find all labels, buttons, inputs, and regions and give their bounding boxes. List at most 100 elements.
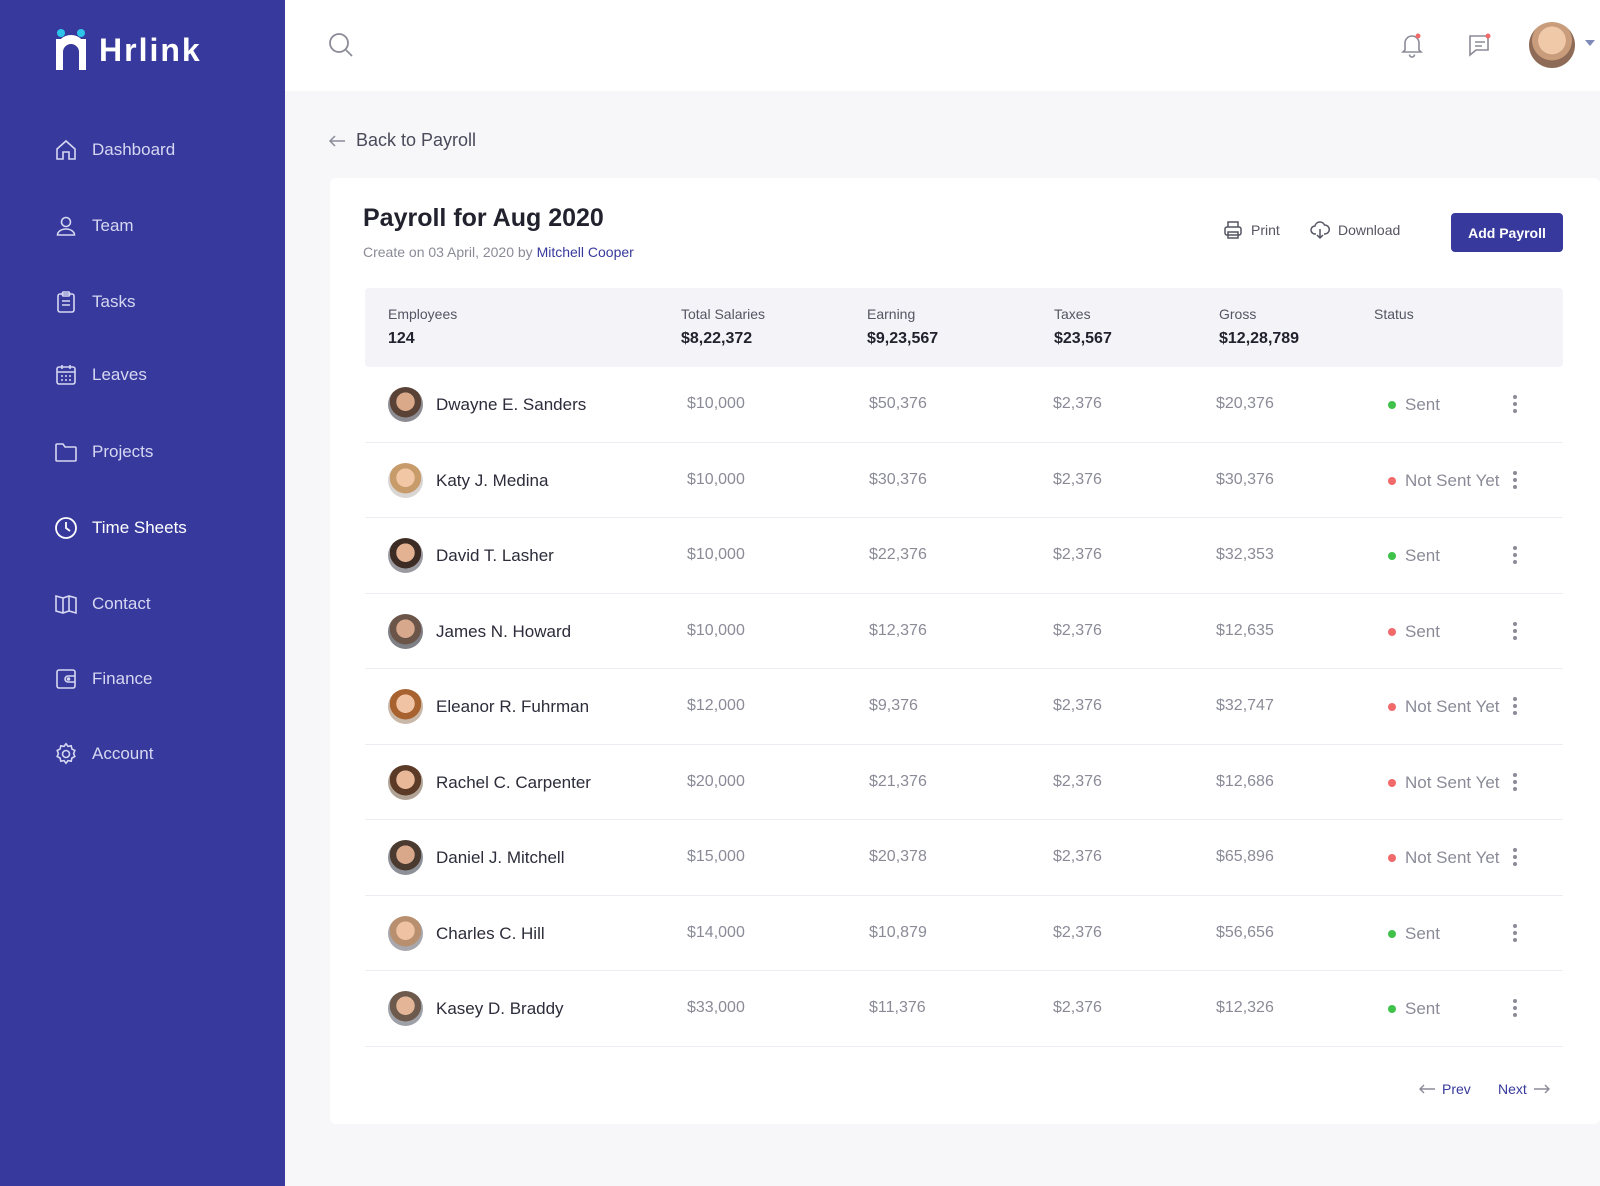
book-icon — [54, 592, 78, 616]
table-row[interactable]: David T. Lasher $10,000 $22,376 $2,376 $… — [365, 518, 1563, 594]
earning-cell: $12,376 — [869, 621, 927, 639]
employee-name[interactable]: Daniel J. Mitchell — [436, 848, 565, 867]
employee-name[interactable]: Dwayne E. Sanders — [436, 395, 587, 414]
folder-icon — [54, 440, 78, 464]
prev-page-button[interactable]: Prev — [1418, 1081, 1471, 1097]
app-name: Hrlink — [99, 31, 202, 68]
next-page-button[interactable]: Next — [1498, 1081, 1551, 1097]
employee-avatar — [388, 613, 423, 649]
employee-avatar — [388, 538, 423, 573]
more-options-icon[interactable] — [1510, 620, 1520, 642]
summary-value: 124 — [388, 330, 415, 347]
status-dot — [1388, 401, 1396, 409]
sidebar-item-team[interactable]: Team — [54, 214, 134, 238]
app-logo[interactable]: Hrlink — [53, 28, 202, 72]
status-dot — [1388, 929, 1396, 938]
summary-label: Total Salaries — [681, 306, 766, 322]
status-label: Sent — [1405, 621, 1440, 641]
table-row[interactable]: Rachel C. Carpenter $20,000 $21,376 $2,3… — [365, 745, 1563, 820]
more-options-icon[interactable] — [1510, 695, 1520, 717]
employee-name[interactable]: James N. Howard — [436, 621, 572, 641]
created-by-link[interactable]: Mitchell Cooper — [536, 244, 634, 260]
employee-avatar — [388, 991, 423, 1026]
clipboard-icon — [54, 290, 78, 314]
chat-icon[interactable] — [1467, 32, 1493, 58]
search-icon[interactable] — [328, 32, 354, 58]
table-row[interactable]: Dwayne E. Sanders $10,000 $50,376 $2,376… — [365, 367, 1563, 443]
status-dot — [1388, 627, 1396, 636]
sidebar-item-time-sheets[interactable]: Time Sheets — [54, 516, 187, 540]
employee-name[interactable]: Katy J. Medina — [436, 470, 549, 490]
summary-status: Status — [1374, 306, 1414, 322]
status-dot — [1388, 854, 1396, 862]
status-dot — [1388, 703, 1396, 711]
add-payroll-button[interactable]: Add Payroll — [1451, 213, 1563, 252]
summary-label: Taxes — [1054, 306, 1091, 322]
employee-name[interactable]: Kasey D. Braddy — [436, 999, 564, 1018]
more-options-icon[interactable] — [1510, 544, 1520, 566]
table-row[interactable]: James N. Howard $10,000 $12,376 $2,376 $… — [365, 594, 1563, 669]
sidebar-item-finance[interactable]: Finance — [54, 667, 152, 691]
printer-icon — [1224, 221, 1242, 239]
employee-name[interactable]: David T. Lasher — [436, 546, 554, 565]
sidebar-item-label: Tasks — [92, 292, 136, 311]
employee-avatar — [388, 689, 423, 724]
sidebar-item-contact[interactable]: Contact — [54, 592, 151, 616]
salary-cell: $33,000 — [687, 999, 745, 1016]
sidebar-item-label: Account — [92, 744, 154, 763]
more-options-icon[interactable] — [1510, 393, 1520, 415]
status-label: Not Sent Yet — [1405, 848, 1500, 867]
more-options-icon[interactable] — [1510, 469, 1520, 491]
back-to-payroll-link[interactable]: Back to Payroll — [328, 130, 476, 151]
more-options-icon[interactable] — [1510, 997, 1520, 1019]
bell-icon[interactable] — [1399, 32, 1425, 58]
earning-cell: $30,376 — [869, 470, 927, 488]
taxes-cell: $2,376 — [1053, 470, 1102, 488]
more-options-icon[interactable] — [1510, 771, 1520, 793]
user-avatar[interactable] — [1529, 22, 1575, 68]
status-label: Not Sent Yet — [1405, 470, 1500, 490]
earning-cell: $9,376 — [869, 697, 918, 714]
sidebar-item-label: Leaves — [92, 365, 147, 384]
more-options-icon[interactable] — [1510, 846, 1520, 868]
sidebar-item-projects[interactable]: Projects — [54, 440, 153, 464]
status-label: Sent — [1405, 546, 1440, 565]
download-button[interactable]: Download — [1310, 220, 1400, 240]
earning-cell: $11,376 — [869, 999, 926, 1016]
table-row[interactable]: Charles C. Hill $14,000 $10,879 $2,376 $… — [365, 896, 1563, 971]
sidebar-item-leaves[interactable]: Leaves — [54, 363, 147, 387]
earning-cell: $10,879 — [869, 923, 927, 941]
salary-cell: $14,000 — [687, 923, 745, 941]
sidebar-item-tasks[interactable]: Tasks — [54, 290, 135, 314]
table-row[interactable]: Daniel J. Mitchell $15,000 $20,378 $2,37… — [365, 820, 1563, 896]
status-label: Sent — [1405, 999, 1440, 1018]
taxes-cell: $2,376 — [1053, 923, 1102, 941]
table-row[interactable]: Eleanor R. Fuhrman $12,000 $9,376 $2,376… — [365, 669, 1563, 745]
employee-name[interactable]: Rachel C. Carpenter — [436, 772, 591, 792]
more-options-icon[interactable] — [1510, 922, 1520, 944]
status-badge: Sent — [1388, 546, 1440, 566]
table-row[interactable]: Katy J. Medina $10,000 $30,376 $2,376 $3… — [365, 443, 1563, 518]
chevron-down-icon[interactable] — [1585, 40, 1595, 46]
employee-name[interactable]: Eleanor R. Fuhrman — [436, 697, 590, 716]
payroll-card: Payroll for Aug 2020 Create on 03 April,… — [330, 178, 1600, 1124]
sidebar-item-dashboard[interactable]: Dashboard — [54, 138, 175, 162]
table-row[interactable]: Kasey D. Braddy $33,000 $11,376 $2,376 $… — [365, 971, 1563, 1047]
status-dot — [1388, 778, 1396, 787]
summary-label: Earning — [867, 306, 916, 322]
employee-name[interactable]: Charles C. Hill — [436, 923, 545, 943]
summary-earning: Earning $9,23,567 — [867, 306, 938, 348]
prev-label: Prev — [1442, 1081, 1471, 1097]
summary-value: $12,28,789 — [1219, 330, 1300, 347]
status-label: Not Sent Yet — [1405, 697, 1500, 716]
sidebar-item-label: Team — [92, 216, 134, 235]
print-button[interactable]: Print — [1223, 220, 1280, 240]
sidebar-item-label: Finance — [92, 669, 153, 688]
sidebar-item-account[interactable]: Account — [54, 742, 153, 766]
gross-cell: $12,326 — [1216, 999, 1274, 1016]
arrow-left-icon — [328, 134, 345, 147]
next-label: Next — [1498, 1081, 1527, 1097]
page-subtitle: Create on 03 April, 2020 by Mitchell Coo… — [363, 244, 634, 260]
sidebar-item-label: Dashboard — [92, 140, 176, 159]
summary-label: Employees — [388, 306, 458, 322]
